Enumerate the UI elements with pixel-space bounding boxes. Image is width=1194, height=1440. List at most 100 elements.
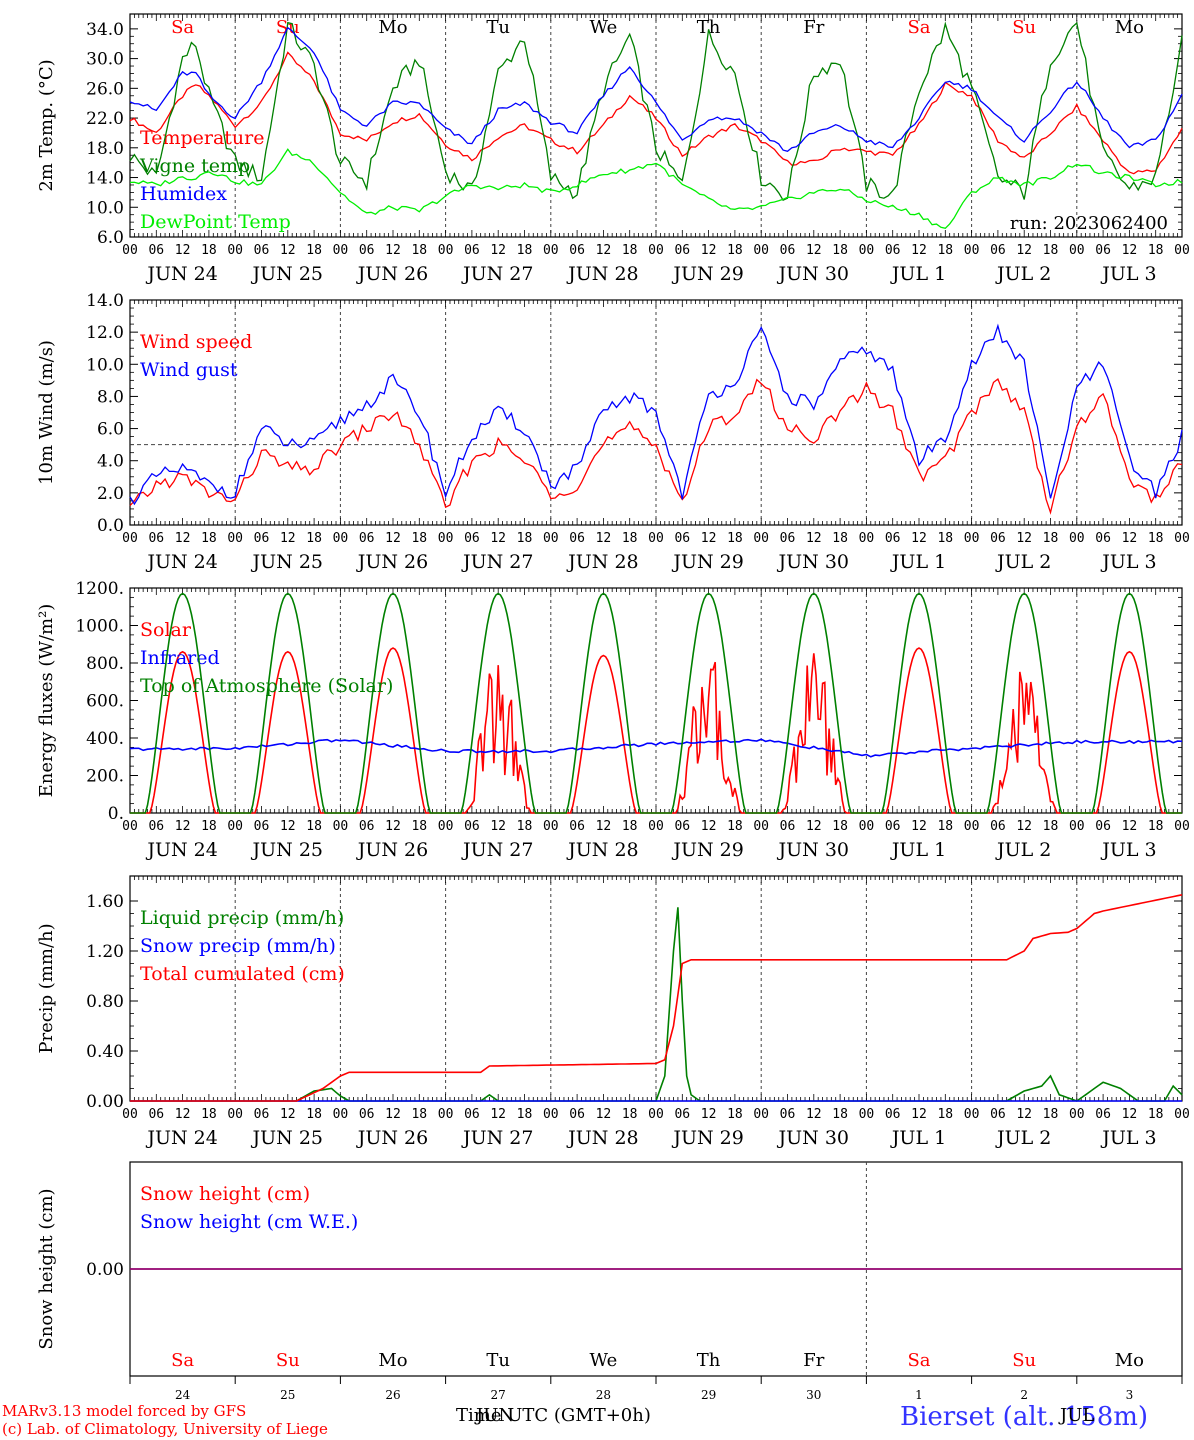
date-label: JUL 3 [1100, 839, 1156, 861]
y-tick-label: 2.0 [97, 484, 124, 504]
hour-tick-label: 12 [1122, 243, 1138, 258]
date-label: JUN 30 [777, 839, 849, 861]
hour-tick-label: 12 [701, 531, 717, 546]
date-label: JUN 25 [251, 551, 323, 573]
hour-tick-label: 12 [490, 531, 506, 546]
hour-tick-label: 18 [937, 531, 953, 546]
date-label: JUN 26 [356, 263, 428, 285]
date-label: JUL 3 [1100, 263, 1156, 285]
legend-entry: Snow precip (mm/h) [140, 935, 336, 957]
y-tick-label: 6.0 [97, 420, 124, 440]
hour-tick-label: 18 [517, 819, 533, 834]
hour-tick-label: 00 [964, 819, 980, 834]
hour-tick-label: 18 [517, 1107, 533, 1122]
day-number-label: 26 [385, 1388, 400, 1402]
hour-tick-label: 06 [254, 1107, 270, 1122]
y-axis-label: Precip (mm/h) [36, 923, 57, 1053]
date-label: JUL 2 [995, 839, 1051, 861]
hour-tick-label: 18 [1043, 819, 1059, 834]
y-axis-label: 2m Temp. (°C) [36, 59, 57, 191]
series-line-infrared [129, 738, 1183, 758]
hour-tick-label: 06 [885, 1107, 901, 1122]
legend-entry: Solar [140, 619, 192, 641]
hour-tick-label: 18 [1148, 819, 1164, 834]
hour-tick-label: 00 [543, 531, 559, 546]
hour-tick-label: 12 [280, 1107, 296, 1122]
hour-tick-label: 06 [148, 243, 164, 258]
date-label: JUL 1 [890, 1127, 946, 1149]
date-label: JUN 28 [566, 263, 638, 285]
hour-tick-label: 06 [359, 531, 375, 546]
date-label: JUN 25 [251, 839, 323, 861]
panel-2: 0.0 2.0 4.0 6.0 8.0 10.0 12.0 14.0 10m Wind (m/s… [36, 291, 1190, 573]
legend-entry: Vigne temp [139, 155, 250, 177]
date-label: JUL 2 [995, 551, 1051, 573]
date-label: JUN 25 [251, 263, 323, 285]
y-tick-label: 1.20 [86, 942, 124, 962]
hour-tick-label: 06 [1095, 819, 1111, 834]
y-tick-label: 0.80 [86, 992, 124, 1012]
hour-tick-label: 18 [727, 1107, 743, 1122]
date-label: JUN 24 [145, 551, 217, 573]
hour-tick-label: 12 [280, 819, 296, 834]
hour-tick-label: 12 [911, 819, 927, 834]
y-tick-label: 0.00 [86, 1260, 124, 1280]
hour-tick-label: 00 [753, 1107, 769, 1122]
y-tick-label: 26.0 [86, 79, 124, 99]
hour-tick-label: 18 [832, 243, 848, 258]
hour-tick-label: 18 [306, 819, 322, 834]
hour-tick-label: 18 [622, 1107, 638, 1122]
hour-tick-label: 12 [911, 1107, 927, 1122]
hour-tick-label: 00 [543, 1107, 559, 1122]
y-tick-label: 18.0 [86, 139, 124, 159]
hour-tick-label: 00 [648, 1107, 664, 1122]
day-number-label: 1 [915, 1388, 923, 1402]
y-tick-label: 200. [86, 767, 124, 787]
hour-tick-label: 00 [333, 243, 349, 258]
hour-tick-label: 06 [990, 531, 1006, 546]
hour-tick-label: 18 [622, 531, 638, 546]
date-label: JUN 24 [145, 263, 217, 285]
hour-tick-label: 00 [122, 531, 138, 546]
hour-tick-label: 00 [227, 819, 243, 834]
date-label: JUN 29 [671, 263, 743, 285]
hour-tick-label: 18 [201, 819, 217, 834]
hour-tick-label: 06 [464, 819, 480, 834]
weekday-label: Mo [378, 1350, 407, 1371]
hour-tick-label: 06 [569, 243, 585, 258]
hour-tick-label: 18 [1043, 1107, 1059, 1122]
hour-tick-label: 06 [254, 243, 270, 258]
hour-tick-label: 00 [543, 243, 559, 258]
y-tick-label: 0.0 [97, 516, 124, 536]
y-tick-label: 30.0 [86, 50, 124, 70]
hour-tick-label: 18 [937, 819, 953, 834]
hour-tick-label: 00 [859, 1107, 875, 1122]
hour-tick-label: 12 [596, 1107, 612, 1122]
hour-tick-label: 00 [1174, 819, 1190, 834]
hour-tick-label: 18 [306, 531, 322, 546]
y-tick-label: 800. [86, 654, 124, 674]
day-number-label: 3 [1126, 1388, 1134, 1402]
day-number-label: 28 [596, 1388, 611, 1402]
series-line-wind-speed [129, 377, 1183, 515]
hour-tick-label: 00 [438, 531, 454, 546]
hour-tick-label: 18 [1148, 1107, 1164, 1122]
hour-tick-label: 12 [806, 531, 822, 546]
legend-entry: Wind gust [140, 359, 238, 381]
hour-tick-label: 12 [1122, 1107, 1138, 1122]
hour-tick-label: 00 [753, 819, 769, 834]
hour-tick-label: 12 [175, 819, 191, 834]
date-label: JUN 27 [461, 551, 533, 573]
y-tick-label: 400. [86, 729, 124, 749]
hour-tick-label: 00 [648, 531, 664, 546]
hour-tick-label: 12 [1016, 243, 1032, 258]
hour-tick-label: 06 [359, 1107, 375, 1122]
hour-tick-label: 06 [464, 1107, 480, 1122]
hour-tick-label: 18 [622, 819, 638, 834]
date-label: JUN 28 [566, 551, 638, 573]
y-tick-label: 600. [86, 692, 124, 712]
hour-tick-label: 18 [201, 1107, 217, 1122]
legend-entry: Top of Atmosphere (Solar) [140, 675, 393, 697]
hour-tick-label: 18 [517, 243, 533, 258]
weekday-label: Fr [803, 17, 824, 38]
